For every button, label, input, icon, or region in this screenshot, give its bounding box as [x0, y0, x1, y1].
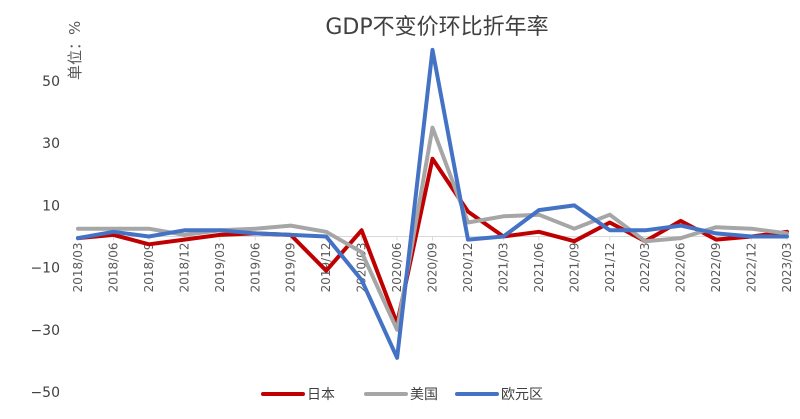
legend-label: 欧元区: [501, 387, 543, 403]
series-line: [76, 125, 789, 332]
x-tick-label: 2022/06: [674, 243, 688, 293]
unit-label: 单位：%: [66, 21, 84, 80]
legend-label: 日本: [307, 387, 335, 403]
y-tick-label: 30: [42, 136, 60, 152]
x-tick-label: 2020/12: [461, 243, 475, 293]
x-tick-label: 2021/06: [532, 243, 546, 293]
series-line: [76, 47, 789, 360]
x-tick-label: 2019/03: [213, 243, 227, 293]
legend-item: 美国: [364, 387, 438, 403]
x-axis: 2018/03 2018/06 2018/09 2018/12 2019/03 2019/…: [71, 236, 794, 293]
series-group: [76, 47, 789, 360]
y-tick-label: −10: [30, 261, 60, 277]
series-line: [76, 156, 789, 326]
x-tick-label: 2018/03: [71, 243, 85, 293]
y-tick-label: −50: [30, 385, 60, 401]
x-tick-label: 2019/06: [248, 243, 262, 293]
x-tick-label: 2018/06: [106, 243, 120, 293]
y-axis: 50 30 10 −10 −30 −50: [30, 74, 60, 401]
y-tick-label: −30: [30, 323, 60, 339]
x-tick-label: 2021/12: [603, 243, 617, 293]
x-tick-label: 2020/06: [390, 243, 404, 293]
x-tick-label: 2023/03: [780, 243, 794, 293]
x-tick-label: 2018/12: [177, 243, 191, 293]
x-tick-label: 2022/03: [638, 243, 652, 293]
x-tick-label: 2020/09: [426, 243, 440, 293]
legend-item: 日本: [261, 387, 335, 403]
y-tick-label: 10: [42, 198, 60, 214]
series-2: [76, 47, 789, 360]
legend-item: 欧元区: [455, 387, 543, 403]
chart-title: GDP不变价环比折年率: [325, 15, 548, 40]
x-tick-label: 2022/12: [745, 243, 759, 293]
y-tick-label: 50: [42, 74, 60, 90]
x-tick-label: 2022/09: [709, 243, 723, 293]
legend: 日本 美国 欧元区: [261, 387, 543, 403]
x-tick-label: 2021/03: [496, 243, 510, 293]
x-tick-label: 2019/09: [284, 243, 298, 293]
x-tick-label: 2018/09: [142, 243, 156, 293]
x-tick-label: 2021/09: [567, 243, 581, 293]
series-0: [76, 156, 789, 326]
x-tick-label: 2019/12: [319, 243, 333, 293]
legend-label: 美国: [410, 387, 438, 403]
